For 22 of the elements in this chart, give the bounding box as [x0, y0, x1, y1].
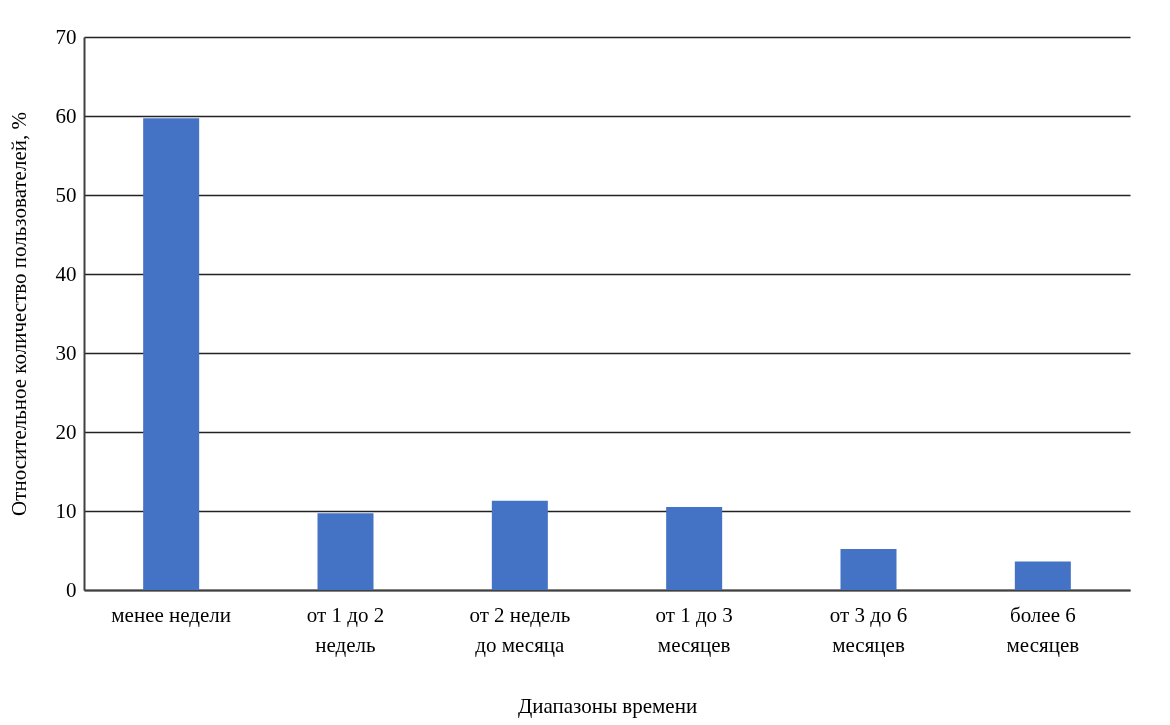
bar [143, 118, 200, 590]
bar [317, 513, 374, 590]
y-tick-label: 60 [55, 103, 77, 128]
x-tick-label: от 2 недель до месяца [469, 602, 571, 657]
y-tick-label: 10 [55, 498, 77, 523]
bar [1014, 561, 1071, 590]
bar [491, 500, 548, 590]
x-axis-title: Диапазоны времени [517, 693, 698, 718]
y-tick-label: 40 [55, 261, 77, 286]
x-tick-label: менее недели [111, 602, 232, 627]
x-tick-label: от 1 до 2 недель [306, 602, 385, 657]
y-tick-label: 70 [55, 24, 77, 49]
x-tick-label: от 3 до 6 месяцев [829, 602, 908, 657]
x-tick-label: от 1 до 3 месяцев [655, 602, 733, 657]
y-tick-label: 20 [55, 419, 77, 444]
bar [666, 507, 723, 590]
bar [840, 548, 897, 590]
y-axis-title: Относительное количество пользователей, % [6, 112, 31, 516]
y-tick-label: 50 [55, 182, 77, 207]
y-tick-label: 30 [55, 340, 77, 365]
x-tick-label: более 6 месяцев [1006, 602, 1080, 657]
y-tick-label: 0 [66, 577, 77, 602]
